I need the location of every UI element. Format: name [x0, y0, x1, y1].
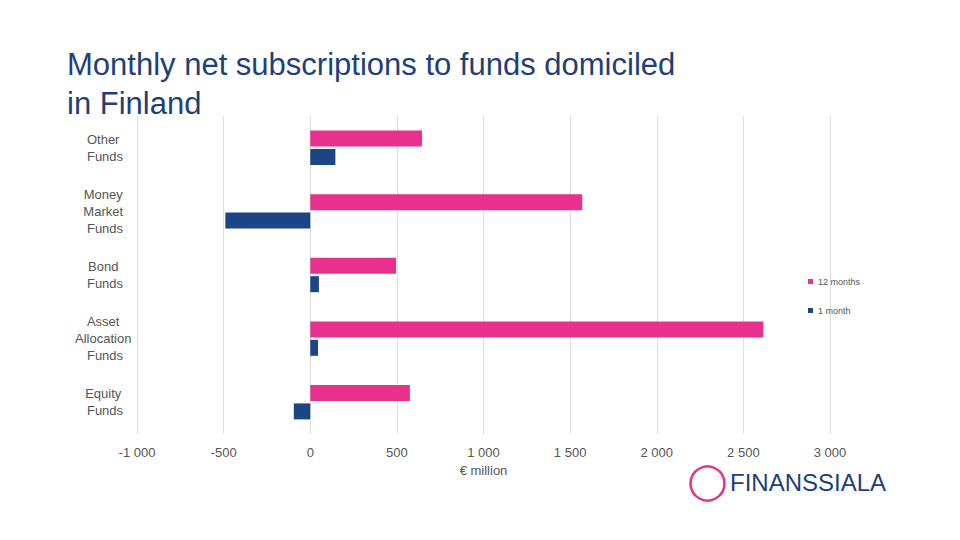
svg-text:1 month: 1 month — [818, 306, 851, 316]
svg-text:Funds: Funds — [87, 348, 124, 363]
svg-text:Market: Market — [83, 204, 126, 219]
svg-text:Other: Other — [87, 132, 123, 147]
svg-text:Monthly net subscriptions to f: Monthly net subscriptions to funds domic… — [67, 47, 684, 82]
svg-text:1 500: 1 500 — [554, 445, 587, 460]
svg-text:2 000: 2 000 — [640, 445, 673, 460]
svg-text:12 months: 12 months — [818, 277, 861, 287]
svg-text:Funds: Funds — [87, 149, 124, 164]
svg-text:0: 0 — [307, 445, 314, 460]
svg-text:-500: -500 — [211, 445, 237, 460]
svg-text:Funds: Funds — [87, 276, 124, 291]
svg-text:Allocation: Allocation — [75, 331, 135, 346]
svg-text:Equity: Equity — [85, 386, 125, 401]
svg-text:FINANSSIALA: FINANSSIALA — [730, 469, 886, 496]
svg-text:500: 500 — [386, 445, 408, 460]
svg-text:-1 000: -1 000 — [119, 445, 156, 460]
svg-text:Funds: Funds — [87, 221, 124, 236]
svg-text:3 000: 3 000 — [814, 445, 847, 460]
svg-text:Bond: Bond — [88, 259, 122, 274]
svg-text:Funds: Funds — [87, 403, 124, 418]
svg-text:Money: Money — [84, 187, 127, 202]
svg-text:2 500: 2 500 — [727, 445, 760, 460]
svg-text:Asset: Asset — [87, 314, 123, 329]
svg-text:in Finland: in Finland — [67, 86, 201, 121]
svg-text:1 000: 1 000 — [467, 445, 500, 460]
svg-text:€ million: € million — [460, 463, 508, 478]
